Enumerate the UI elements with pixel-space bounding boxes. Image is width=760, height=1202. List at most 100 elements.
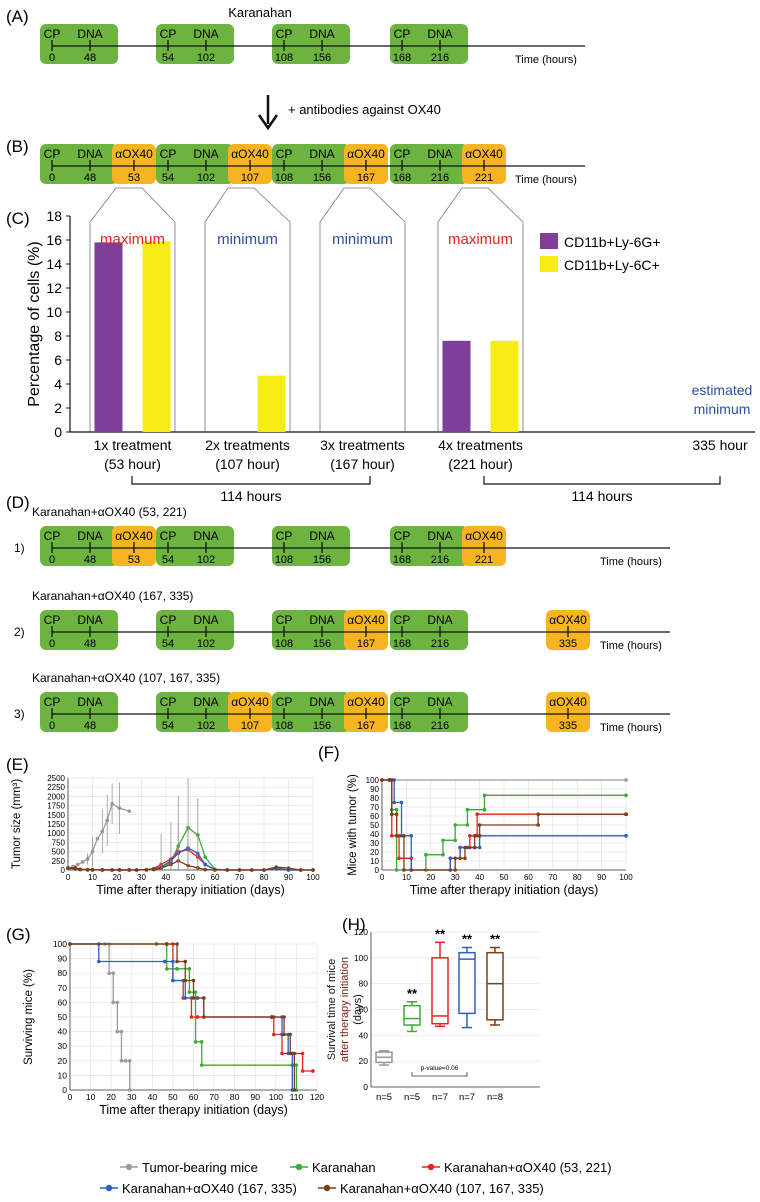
panel-label-e: (E)	[6, 755, 29, 774]
panelF-point	[472, 845, 477, 850]
b-block-label: αOX40	[347, 147, 385, 161]
panelF-x-tick-label: 60	[524, 873, 533, 882]
panelG-point	[300, 1051, 305, 1056]
b-tick-label: 53	[128, 172, 140, 184]
panel-label-g: (G)	[6, 925, 31, 944]
d3-block-label: CP	[44, 695, 61, 709]
c-y-tick-label: 0	[54, 424, 62, 440]
d2-block-label: DNA	[77, 613, 102, 627]
h-y-axis-label: after therapy initiation	[339, 957, 351, 1062]
panelG-point	[187, 967, 192, 971]
panelE-x-tick-label: 40	[162, 873, 171, 882]
legend-marker	[125, 1163, 133, 1171]
d3-block-label: DNA	[427, 695, 452, 709]
panelG-point	[282, 1015, 286, 1019]
panelF-y-tick-label: 100	[366, 776, 380, 785]
c-bar	[442, 340, 471, 432]
panelF-point	[394, 868, 399, 872]
panelF-x-tick-label: 90	[597, 873, 606, 882]
panelF-x-tick-label: 10	[402, 873, 411, 882]
panelG-y-axis-label: Surviving mice (%)	[23, 969, 35, 1065]
panelG-point	[280, 1051, 284, 1056]
panelE-point	[311, 868, 315, 872]
panelE-y-tick-label: 2000	[47, 792, 65, 801]
c-legend-swatch-purple	[540, 233, 558, 249]
d1-axis-label: Time (hours)	[600, 556, 662, 568]
panel-d-timelines: Karanahan+αOX40 (53, 221) 1) Karanahan+α…	[14, 505, 670, 734]
panelG-y-tick-label: 90	[58, 954, 68, 964]
panelE-point	[213, 868, 217, 872]
d3-tick-label: 107	[241, 720, 259, 732]
panelG-point	[201, 996, 206, 1000]
panelE-x-tick-label: 90	[284, 873, 293, 882]
d1-block-label: CP	[276, 529, 293, 543]
b-block-1	[156, 144, 234, 184]
panelF-point	[458, 845, 462, 850]
d2-tick-label: 102	[197, 638, 215, 650]
panelG-point	[294, 1063, 299, 1067]
panelF-point	[453, 823, 458, 827]
panel-h-box-chart: 0 20 40 60 80 100 120 Survival time of mice afte…	[326, 926, 540, 1103]
panelF-y-tick-label: 70	[370, 803, 379, 812]
c-legend-label: CD11b+Ly-6G+	[564, 234, 661, 250]
panelE-point	[203, 855, 207, 859]
panelG-y-tick-label: 40	[58, 1027, 68, 1037]
panelG-x-tick-label: 70	[209, 1092, 219, 1102]
d-row1-num: 1)	[14, 541, 25, 555]
legend-marker	[323, 1184, 331, 1192]
c-y-tick-label: 18	[46, 208, 62, 224]
panelG-point	[288, 1032, 293, 1037]
d3-tick-label: 102	[197, 720, 215, 732]
a-block-0	[40, 24, 118, 64]
d1-block-3	[390, 526, 468, 566]
panelF-point	[448, 856, 453, 861]
d2-tick-label: 0	[49, 638, 55, 650]
d1-block-label: αOX40	[115, 529, 153, 543]
d2-axis-label: Time (hours)	[600, 640, 662, 652]
d1-tick-label: 221	[475, 554, 493, 566]
b-block-3	[390, 144, 468, 184]
h-y-tick-label: 40	[359, 1030, 369, 1040]
panelG-x-tick-label: 0	[68, 1092, 73, 1102]
panelG-point	[292, 1051, 297, 1056]
panelG-point	[189, 1015, 194, 1019]
c-bar	[257, 375, 286, 432]
c-funnel-outline	[437, 187, 524, 432]
a-block-label: CP	[394, 27, 411, 41]
c-funnel-outline	[204, 187, 291, 432]
panelG-point	[300, 1069, 305, 1073]
c-y-tick-label: 6	[54, 352, 62, 368]
h-box	[403, 1004, 421, 1026]
panelF-point	[380, 778, 384, 782]
panelF-y-tick-label: 30	[370, 839, 379, 848]
b-tick-label: 221	[475, 172, 493, 184]
d1-block-label: DNA	[427, 529, 452, 543]
c-bar	[490, 340, 519, 432]
panelG-point	[127, 1059, 132, 1063]
d1-tick-label: 156	[313, 554, 331, 566]
panelF-y-tick-label: 80	[370, 794, 379, 803]
panelG-y-tick-label: 20	[58, 1056, 68, 1066]
a-block-3	[390, 24, 468, 64]
panel-a-title: Karanahan	[228, 5, 292, 20]
panelF-point	[624, 793, 628, 798]
b-block-label: DNA	[77, 147, 102, 161]
panelF-x-tick-label: 100	[619, 873, 633, 882]
panelF-point	[468, 834, 472, 838]
panelF-x-tick-label: 50	[500, 873, 509, 882]
panelG-series-line	[70, 943, 298, 1090]
panelE-point	[110, 868, 114, 872]
c-category-label: 2x treatments (107 hour)	[205, 437, 290, 472]
a-tick-label: 102	[197, 52, 215, 64]
panelE-y-axis-label: Tumor size (mm³)	[11, 779, 23, 869]
d3-block-1	[156, 692, 234, 732]
b-tick-label: 48	[84, 172, 96, 184]
panelE-point	[78, 867, 83, 872]
panelF-point	[463, 845, 467, 850]
c-y-tick-label: 14	[46, 256, 62, 272]
d3-block-label: αOX40	[549, 695, 587, 709]
d2-tick-label: 335	[559, 638, 577, 650]
panelE-point	[76, 862, 80, 867]
